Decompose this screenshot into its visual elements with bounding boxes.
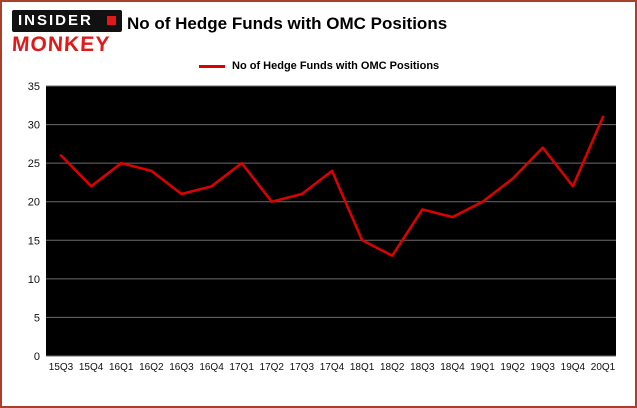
chart-header: INSIDER MONKEY No of Hedge Funds with OM… — [2, 2, 635, 82]
y-axis-tick-label: 0 — [34, 351, 40, 363]
x-axis-tick-label: 19Q3 — [531, 362, 556, 373]
x-axis-tick-label: 17Q2 — [260, 362, 285, 373]
chart-legend: No of Hedge Funds with OMC Positions — [199, 60, 439, 72]
line-chart-svg: 0 5 10 15 20 25 30 35 15Q3 15Q4 16Q1 16Q2 16Q3 16Q4 17… — [28, 82, 616, 373]
x-axis-tick-label: 18Q4 — [440, 362, 465, 373]
x-axis-tick-label: 17Q4 — [320, 362, 345, 373]
x-axis-tick-label: 19Q4 — [561, 362, 586, 373]
logo-monkey-text: MONKEY — [11, 33, 111, 56]
x-axis-tick-label: 19Q2 — [500, 362, 525, 373]
logo-red-square-icon — [107, 16, 116, 25]
x-axis-tick-label: 15Q3 — [49, 362, 74, 373]
plot-background — [46, 86, 616, 356]
y-axis-tick-label: 15 — [28, 235, 40, 247]
x-axis-tick-label: 15Q4 — [79, 362, 104, 373]
x-axis-tick-label: 16Q3 — [169, 362, 194, 373]
title-block: No of Hedge Funds with OMC Positions — [127, 14, 627, 34]
x-axis-tick-label: 18Q1 — [350, 362, 375, 373]
y-axis-tick-label: 35 — [28, 82, 40, 93]
x-axis-tick-label: 16Q2 — [139, 362, 164, 373]
y-axis-tick-label: 25 — [28, 158, 40, 170]
x-axis-tick-label: 18Q3 — [410, 362, 435, 373]
chart-plot-area: 0 5 10 15 20 25 30 35 15Q3 15Q4 16Q1 16Q2 16Q3 16Q4 17… — [2, 82, 635, 406]
logo-insider-text: INSIDER — [18, 12, 93, 29]
chart-title: No of Hedge Funds with OMC Positions — [127, 14, 448, 33]
line-series — [59, 115, 605, 257]
x-axis-tick-label: 20Q1 — [591, 362, 616, 373]
logo-insider-bar: INSIDER — [12, 10, 122, 32]
y-axis-tick-label: 5 — [34, 312, 40, 324]
x-axis-tick-label: 16Q4 — [199, 362, 224, 373]
y-axis-tick-label: 20 — [28, 197, 40, 209]
y-axis-tick-label: 30 — [28, 120, 40, 132]
x-axis-tick-label: 18Q2 — [380, 362, 405, 373]
x-axis-tick-label: 17Q3 — [290, 362, 315, 373]
x-axis-tick-label: 16Q1 — [109, 362, 134, 373]
legend-label: No of Hedge Funds with OMC Positions — [232, 60, 440, 72]
x-axis-tick-label: 19Q1 — [470, 362, 495, 373]
legend-line-swatch-icon — [199, 64, 225, 68]
y-axis-tick-label: 10 — [28, 274, 40, 286]
insider-monkey-logo: INSIDER MONKEY — [11, 10, 122, 57]
x-axis-tick-label: 17Q1 — [229, 362, 254, 373]
